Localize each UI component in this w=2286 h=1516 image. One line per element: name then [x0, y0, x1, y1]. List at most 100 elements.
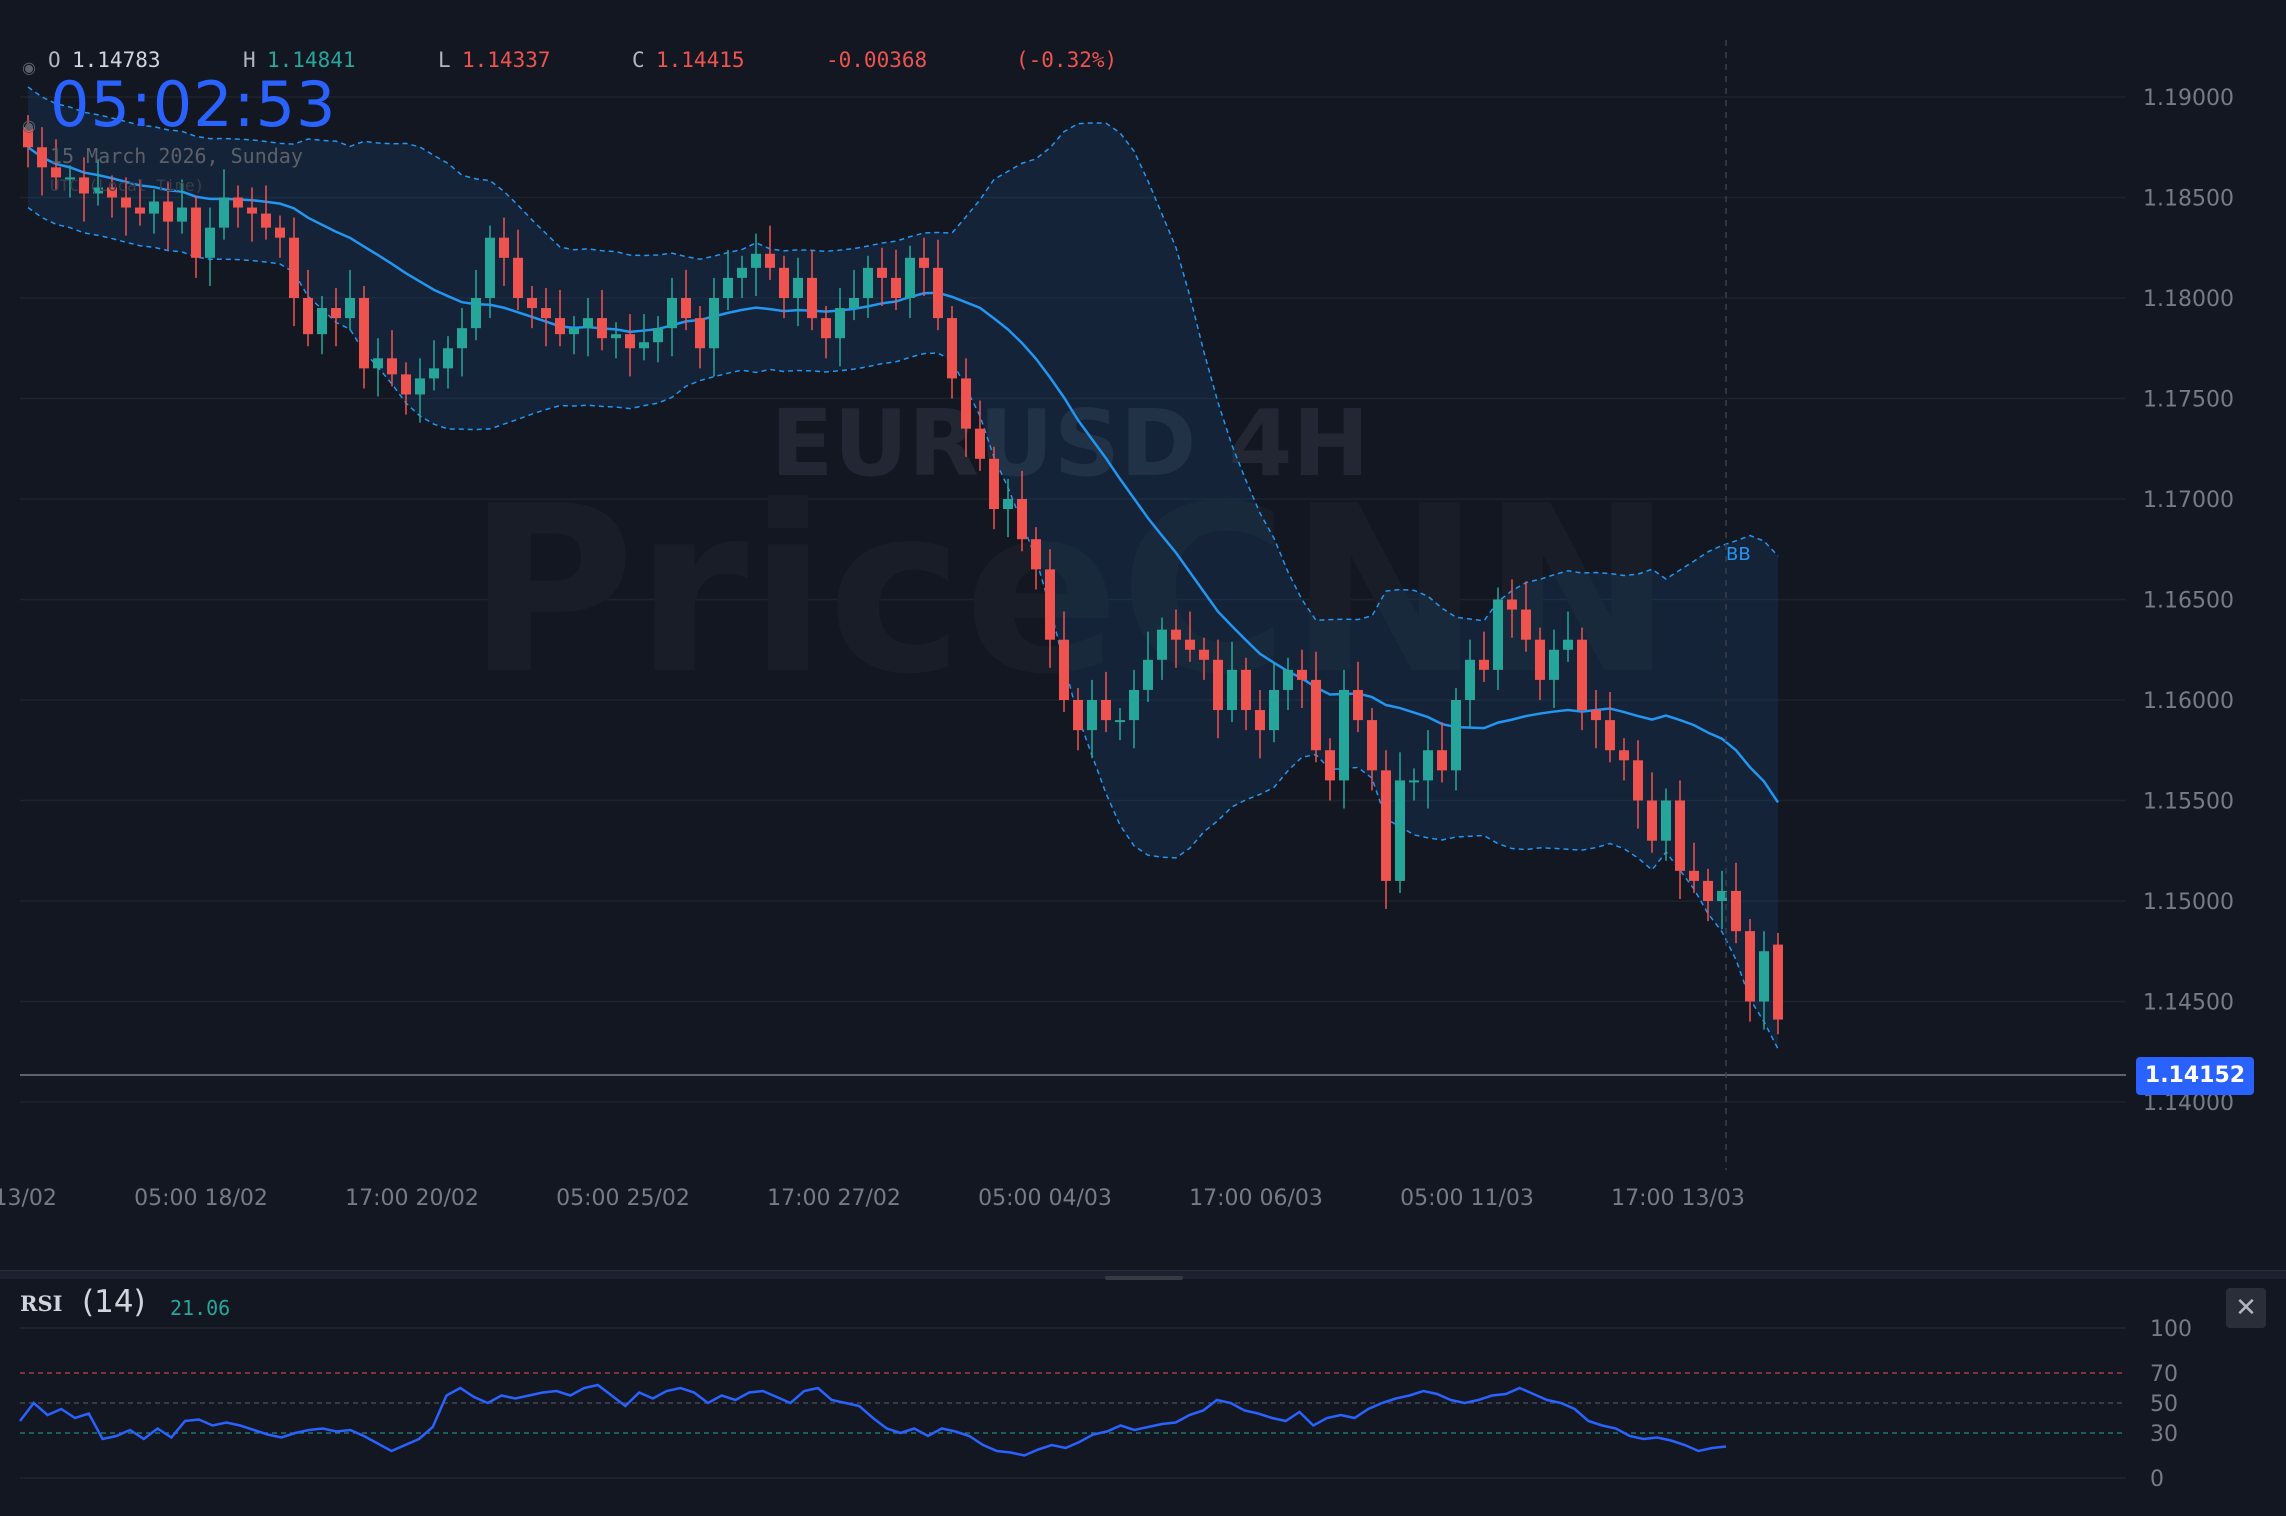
candle-body	[1283, 669, 1293, 690]
candle-body	[121, 197, 131, 208]
candle	[989, 446, 999, 530]
candle	[625, 314, 635, 377]
candle-body	[891, 277, 901, 298]
candle-body	[429, 368, 439, 379]
candle	[1745, 919, 1755, 1022]
candle-body	[23, 127, 33, 148]
candle-body	[1325, 750, 1335, 781]
candle	[1451, 687, 1461, 791]
candle	[177, 179, 187, 234]
bb-basis	[27, 146, 1780, 804]
candle-body	[835, 308, 845, 339]
candle-body	[1773, 944, 1783, 1020]
candle	[135, 179, 145, 226]
candle	[1549, 629, 1559, 709]
candle-body	[863, 267, 873, 298]
candle-body	[1353, 689, 1363, 721]
candle	[891, 249, 901, 311]
candle-body	[471, 298, 481, 329]
price-chart[interactable]: EURUSD 4H PriceCNN 1.19000 1.18500 1.18000…	[0, 0, 2286, 1270]
candle	[233, 185, 243, 228]
price-tick-label: 1.17000	[2143, 488, 2234, 513]
candle-body	[345, 298, 355, 319]
candle	[1535, 627, 1545, 700]
candle-body	[1661, 800, 1671, 841]
candle-body	[1731, 890, 1741, 932]
candle	[1171, 609, 1181, 668]
rsi-period: (14)	[82, 1284, 146, 1320]
candle-body	[989, 458, 999, 510]
candle-body	[205, 227, 215, 258]
candle-body	[1549, 649, 1559, 680]
candle-body	[1185, 639, 1195, 650]
rsi-tick-label: 30	[2150, 1422, 2178, 1447]
price-tick-label: 1.18000	[2143, 287, 2234, 312]
candle	[1339, 669, 1349, 809]
candle	[1493, 587, 1503, 690]
candle	[1619, 738, 1629, 781]
candle	[793, 257, 803, 327]
rsi-line	[19, 1383, 1727, 1457]
candle	[1423, 730, 1433, 809]
candle-body	[289, 237, 299, 298]
candle	[1297, 649, 1307, 709]
pane-resize-handle[interactable]	[1105, 1276, 1183, 1280]
close-icon[interactable]: ✕	[2226, 1288, 2266, 1328]
candle-body	[1703, 880, 1713, 901]
candle	[1311, 651, 1321, 763]
price-tick-label: 1.17500	[2143, 388, 2234, 413]
candle	[1143, 631, 1153, 703]
price-tick-label: 1.14500	[2143, 991, 2234, 1016]
candle	[1227, 641, 1237, 723]
candle-body	[1591, 710, 1601, 721]
candle-body	[1675, 800, 1685, 871]
candle	[1633, 740, 1643, 829]
eye-icon[interactable]: ◉	[22, 116, 36, 135]
bollinger-bands	[27, 86, 1780, 1050]
candle-body	[1339, 689, 1349, 781]
candle	[751, 233, 761, 296]
candle	[359, 285, 369, 389]
eye-icon[interactable]: ◉	[22, 58, 36, 77]
candle-body	[1577, 639, 1587, 711]
candle-body	[415, 378, 425, 395]
pane-divider[interactable]	[0, 1270, 2286, 1279]
candle-body	[1115, 720, 1125, 723]
candle-body	[961, 378, 971, 429]
rsi-series-line	[19, 1383, 1727, 1457]
time-tick-label: 05:00 25/02	[556, 1186, 690, 1211]
candle	[919, 237, 929, 296]
candle-body	[1157, 629, 1167, 660]
candle	[93, 159, 103, 206]
candle	[1185, 611, 1195, 662]
candle-body	[1059, 639, 1069, 700]
price-tick-label: 1.16500	[2143, 589, 2234, 614]
rsi-tick-label: 70	[2150, 1362, 2178, 1387]
time-tick-label: 05:00 11/03	[1400, 1186, 1534, 1211]
candle-body	[303, 298, 313, 335]
candle	[695, 306, 705, 369]
candle-body	[765, 253, 775, 268]
open-label: O	[48, 48, 61, 72]
candle	[205, 207, 215, 286]
candle	[1479, 631, 1489, 682]
candle	[639, 314, 649, 361]
candle-body	[1619, 750, 1629, 761]
candle	[289, 217, 299, 327]
candle-body	[513, 257, 523, 298]
candle	[37, 127, 47, 196]
candle	[1563, 611, 1573, 662]
candle-body	[1423, 750, 1433, 781]
candle-body	[653, 328, 663, 343]
candle	[401, 362, 411, 415]
candle	[1017, 470, 1027, 552]
candle-body	[1493, 599, 1503, 670]
candle	[1773, 932, 1783, 1035]
candle-body	[1241, 669, 1251, 711]
candle	[499, 217, 509, 286]
candle	[709, 277, 719, 377]
candle	[219, 169, 229, 240]
rsi-chart[interactable]: 100 70 50 30 0	[0, 1270, 2286, 1516]
candle	[569, 316, 579, 355]
candle-body	[1087, 700, 1097, 731]
